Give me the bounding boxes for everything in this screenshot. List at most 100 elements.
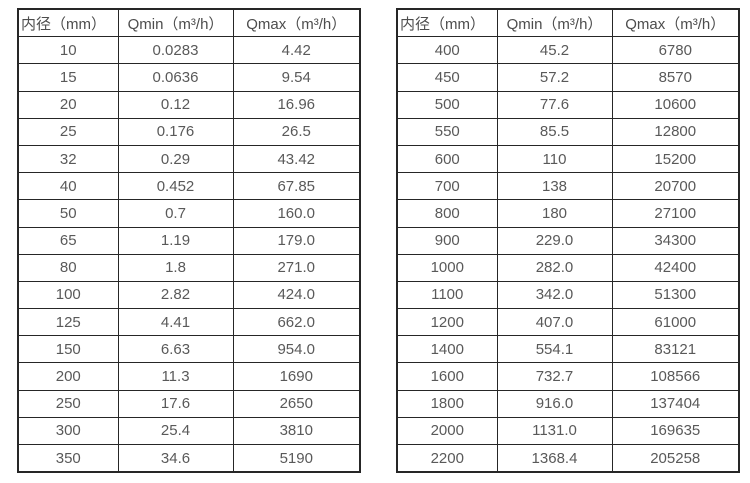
table-cell: 25.4 — [117, 416, 234, 446]
table-cell: 250 — [17, 389, 119, 418]
flow-rate-table-right: 内径（mm） Qmin（m³/h） Qmax（m³/h） 400 45.2 6780… — [396, 8, 740, 474]
table-cell: 1690 — [232, 362, 361, 391]
table-cell: 11.3 — [117, 362, 234, 391]
table-cell: 110 — [496, 144, 613, 174]
table-cell: 1131.0 — [496, 416, 613, 446]
table-cell: 0.7 — [117, 199, 234, 228]
table-row: 450 57.2 8570 — [396, 63, 740, 92]
table-row: 2200 1368.4 205258 — [396, 444, 740, 473]
table-cell: 8570 — [611, 63, 740, 92]
table-cell: 65 — [17, 226, 119, 255]
table-cell: 554.1 — [496, 335, 613, 364]
table-cell: 350 — [17, 444, 119, 473]
flow-tables-container: 内径（mm） Qmin（m³/h） Qmax（m³/h） 10 0.0283 4.4… — [17, 8, 740, 474]
table-row: 50 0.7 160.0 — [17, 199, 361, 228]
table-row: 1600 732.7 108566 — [396, 362, 740, 391]
table-cell: 108566 — [611, 362, 740, 391]
table-cell: 0.452 — [117, 172, 234, 201]
column-header-diameter: 内径（mm） — [396, 8, 498, 38]
table-cell: 40 — [17, 172, 119, 201]
table-cell: 179.0 — [232, 226, 361, 255]
table-cell: 85.5 — [496, 117, 613, 146]
table-cell: 34300 — [611, 226, 740, 255]
table-row: 550 85.5 12800 — [396, 117, 740, 146]
table-cell: 550 — [396, 117, 498, 146]
table-header-row: 内径（mm） Qmin（m³/h） Qmax（m³/h） — [17, 8, 361, 38]
table-cell: 205258 — [611, 444, 740, 473]
table-row: 600 110 15200 — [396, 144, 740, 174]
table-cell: 42400 — [611, 253, 740, 282]
table-cell: 77.6 — [496, 90, 613, 119]
table-cell: 0.176 — [117, 117, 234, 146]
table-cell: 800 — [396, 199, 498, 228]
table-cell: 0.0283 — [117, 36, 234, 65]
table-cell: 34.6 — [117, 444, 234, 473]
table-cell: 954.0 — [232, 335, 361, 364]
table-cell: 27100 — [611, 199, 740, 228]
table-row: 300 25.4 3810 — [17, 416, 361, 446]
table-cell: 1.19 — [117, 226, 234, 255]
column-header-qmin: Qmin（m³/h） — [496, 8, 613, 38]
table-cell: 1000 — [396, 253, 498, 282]
table-row: 400 45.2 6780 — [396, 36, 740, 65]
column-header-diameter: 内径（mm） — [17, 8, 119, 38]
column-header-qmin: Qmin（m³/h） — [117, 8, 234, 38]
table-cell: 67.85 — [232, 172, 361, 201]
table-cell: 1400 — [396, 335, 498, 364]
table-cell: 2200 — [396, 444, 498, 473]
table-cell: 732.7 — [496, 362, 613, 391]
table-cell: 2650 — [232, 389, 361, 418]
table-cell: 1200 — [396, 308, 498, 337]
table-header-row: 内径（mm） Qmin（m³/h） Qmax（m³/h） — [396, 8, 740, 38]
table-cell: 700 — [396, 172, 498, 201]
table-row: 900 229.0 34300 — [396, 226, 740, 255]
table-cell: 10600 — [611, 90, 740, 119]
table-row: 350 34.6 5190 — [17, 444, 361, 473]
table-cell: 61000 — [611, 308, 740, 337]
table-cell: 26.5 — [232, 117, 361, 146]
table-cell: 138 — [496, 172, 613, 201]
table-cell: 5190 — [232, 444, 361, 473]
table-row: 100 2.82 424.0 — [17, 280, 361, 310]
table-cell: 15 — [17, 63, 119, 92]
table-cell: 50 — [17, 199, 119, 228]
table-cell: 43.42 — [232, 144, 361, 174]
column-header-qmax: Qmax（m³/h） — [611, 8, 740, 38]
table-cell: 25 — [17, 117, 119, 146]
table-row: 150 6.63 954.0 — [17, 335, 361, 364]
table-cell: 4.42 — [232, 36, 361, 65]
table-cell: 1800 — [396, 389, 498, 418]
table-row: 1200 407.0 61000 — [396, 308, 740, 337]
table-cell: 32 — [17, 144, 119, 174]
table-cell: 15200 — [611, 144, 740, 174]
table-cell: 0.0636 — [117, 63, 234, 92]
table-cell: 150 — [17, 335, 119, 364]
table-cell: 16.96 — [232, 90, 361, 119]
table-cell: 4.41 — [117, 308, 234, 337]
table-row: 1800 916.0 137404 — [396, 389, 740, 418]
table-cell: 2000 — [396, 416, 498, 446]
table-cell: 282.0 — [496, 253, 613, 282]
table-cell: 0.12 — [117, 90, 234, 119]
column-header-qmax: Qmax（m³/h） — [232, 8, 361, 38]
table-cell: 500 — [396, 90, 498, 119]
table-cell: 6780 — [611, 36, 740, 65]
table-cell: 2.82 — [117, 280, 234, 310]
table-row: 200 11.3 1690 — [17, 362, 361, 391]
table-cell: 200 — [17, 362, 119, 391]
table-row: 700 138 20700 — [396, 172, 740, 201]
table-cell: 6.63 — [117, 335, 234, 364]
table-row: 125 4.41 662.0 — [17, 308, 361, 337]
table-cell: 51300 — [611, 280, 740, 310]
table-row: 20 0.12 16.96 — [17, 90, 361, 119]
table-row: 65 1.19 179.0 — [17, 226, 361, 255]
table-cell: 229.0 — [496, 226, 613, 255]
table-cell: 45.2 — [496, 36, 613, 65]
table-cell: 12800 — [611, 117, 740, 146]
table-cell: 100 — [17, 280, 119, 310]
table-cell: 160.0 — [232, 199, 361, 228]
table-cell: 83121 — [611, 335, 740, 364]
table-cell: 80 — [17, 253, 119, 282]
flow-rate-table-left: 内径（mm） Qmin（m³/h） Qmax（m³/h） 10 0.0283 4.4… — [17, 8, 361, 474]
